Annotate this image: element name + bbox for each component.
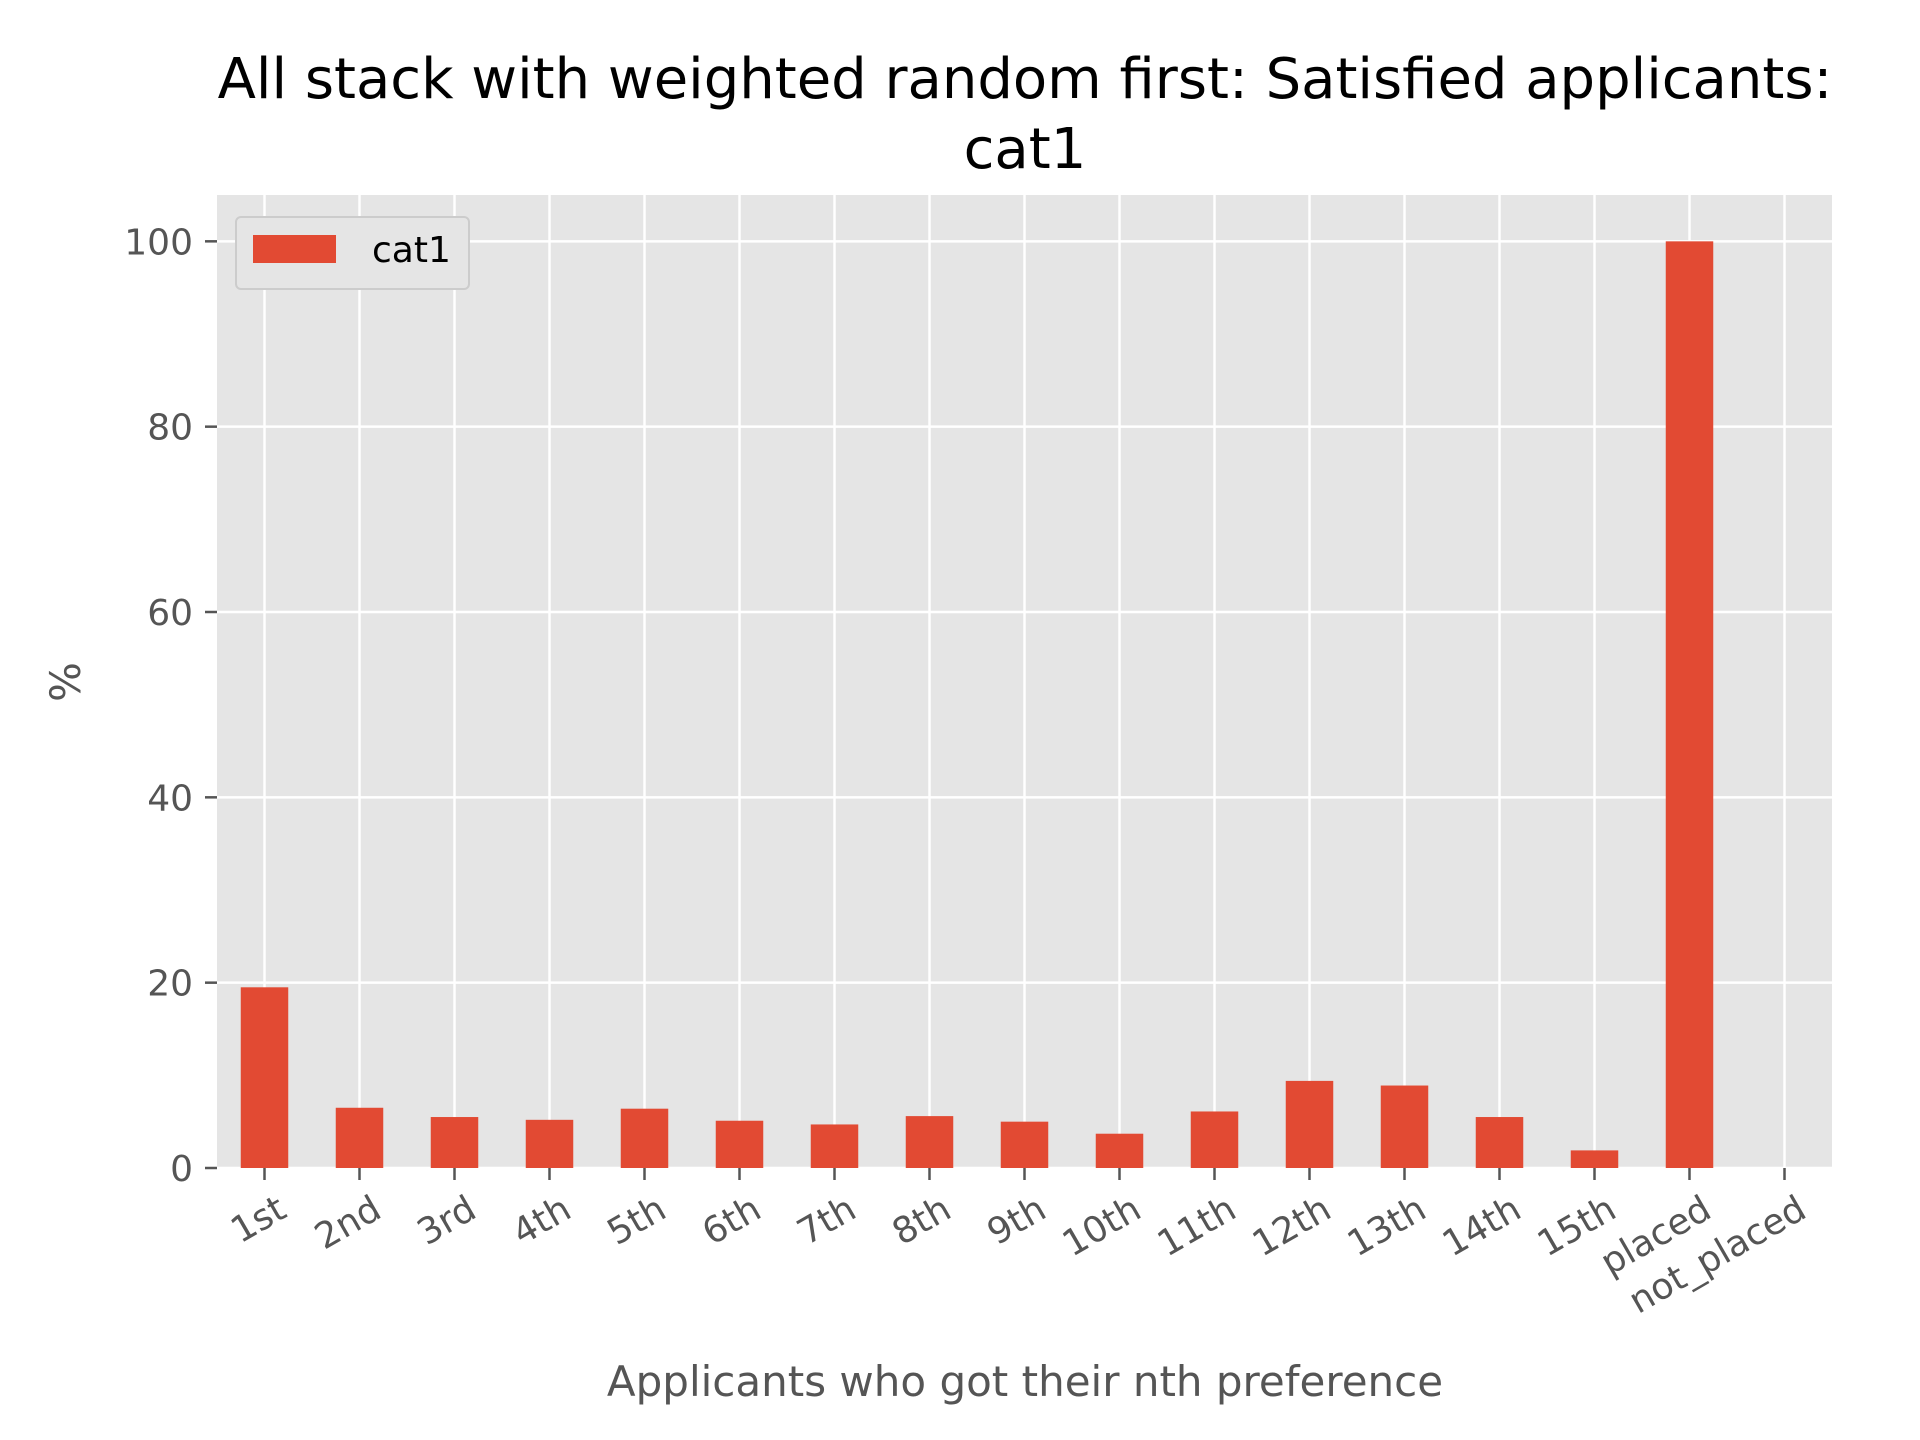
bar-placed xyxy=(1665,241,1714,1169)
x-tick-label: 5th xyxy=(601,1188,673,1253)
bar-8th xyxy=(905,1116,954,1168)
legend-label-cat1: cat1 xyxy=(372,230,451,271)
y-tick-label: 80 xyxy=(147,408,193,449)
bar-3rd xyxy=(430,1117,479,1168)
x-tick-label: 8th xyxy=(886,1188,958,1253)
bar-1st xyxy=(240,987,289,1168)
bar-13th xyxy=(1380,1085,1429,1168)
x-tick-label: 11th xyxy=(1151,1188,1243,1265)
y-axis-label: % xyxy=(41,662,90,702)
x-tick-label: 2nd xyxy=(308,1188,388,1258)
bar-15th xyxy=(1570,1150,1619,1168)
x-tick-label: 7th xyxy=(791,1188,863,1253)
x-tick-label: 12th xyxy=(1246,1188,1338,1265)
bar-9th xyxy=(1000,1121,1049,1168)
bar-14th xyxy=(1475,1117,1524,1168)
bar-2nd xyxy=(335,1107,384,1168)
bar-10th xyxy=(1095,1133,1144,1168)
bar-7th xyxy=(810,1124,859,1168)
y-tick-label: 0 xyxy=(170,1149,193,1190)
bar-11th xyxy=(1190,1111,1239,1168)
x-tick-label: 4th xyxy=(506,1188,578,1253)
x-tick-label: 6th xyxy=(696,1188,768,1253)
bar-4th xyxy=(525,1119,574,1168)
y-tick-label: 20 xyxy=(147,964,193,1005)
bar-12th xyxy=(1285,1080,1334,1168)
x-tick-label: 13th xyxy=(1341,1188,1433,1265)
bars xyxy=(240,241,1714,1169)
y-tick-label: 60 xyxy=(147,593,193,634)
x-tick-label: 3rd xyxy=(411,1188,483,1253)
bar-5th xyxy=(620,1108,669,1168)
y-tick-label: 100 xyxy=(124,222,193,263)
chart-title-line-2: cat1 xyxy=(964,117,1087,182)
legend: cat1 xyxy=(235,216,470,290)
x-tick-label: 14th xyxy=(1436,1188,1528,1265)
chart-title-line-1: All stack with weighted random first: Sa… xyxy=(218,47,1833,112)
x-tick-label: 10th xyxy=(1056,1188,1148,1265)
x-tick-label: 9th xyxy=(981,1188,1053,1253)
x-tick-label: 1st xyxy=(224,1188,293,1251)
bar-6th xyxy=(715,1120,764,1168)
x-axis-label: Applicants who got their nth preference xyxy=(607,1357,1443,1406)
y-tick-label: 40 xyxy=(147,778,193,819)
legend-swatch-cat1 xyxy=(253,235,336,263)
